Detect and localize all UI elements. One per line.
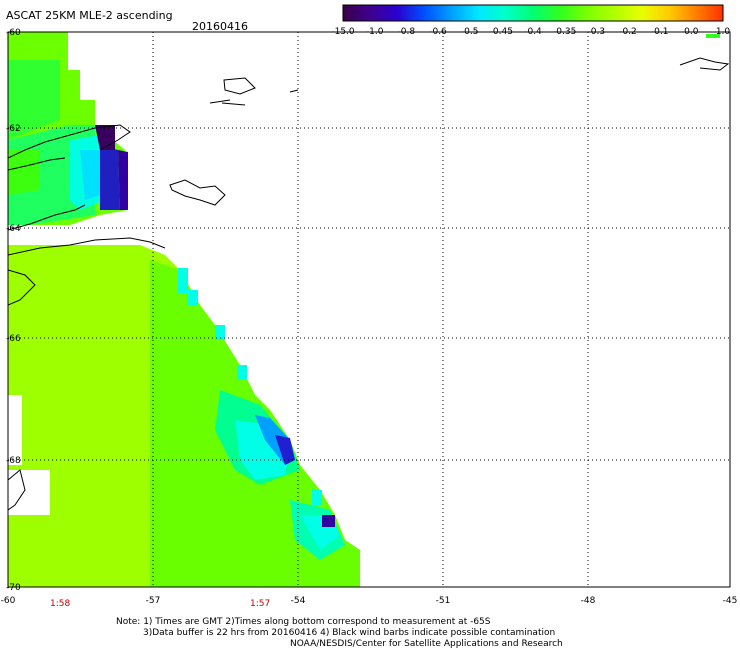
- y-tick-label: -62: [6, 124, 21, 134]
- x-tick-label: -51: [436, 596, 451, 606]
- time-label-2: 1:57: [250, 599, 271, 609]
- x-tick-label: -54: [291, 596, 306, 606]
- colorbar: [342, 4, 724, 22]
- y-tick-label: -68: [6, 456, 21, 466]
- y-tick-label: -66: [6, 334, 21, 344]
- y-tick-label: -60: [6, 28, 21, 38]
- x-axis: -60 -57 -54 -51 -48 -45: [1, 596, 738, 606]
- note-line-1: Note: 1) Times are GMT 2)Times along bot…: [116, 617, 491, 627]
- time-label-1: 1:58: [50, 599, 71, 609]
- y-tick-label: -70: [6, 583, 21, 593]
- note-line-2: 3)Data buffer is 22 hrs from 20160416 4)…: [143, 628, 556, 638]
- plot-frame: [7, 31, 731, 588]
- credit-line: NOAA/NESDIS/Center for Satellite Applica…: [290, 639, 563, 649]
- x-tick-label: -60: [1, 596, 16, 606]
- y-axis: -60 -62 -64 -66 -68 -70: [6, 28, 21, 593]
- coastline: [8, 57, 730, 511]
- grid: [8, 32, 730, 587]
- swath-lower: [8, 245, 360, 587]
- x-tick-label: -45: [723, 596, 738, 606]
- x-tick-label: -48: [581, 596, 596, 606]
- y-tick-label: -64: [6, 224, 21, 234]
- map-title: ASCAT 25KM MLE-2 ascending: [6, 9, 173, 22]
- x-tick-label: -57: [146, 596, 161, 606]
- map-date: 20160416: [192, 20, 248, 33]
